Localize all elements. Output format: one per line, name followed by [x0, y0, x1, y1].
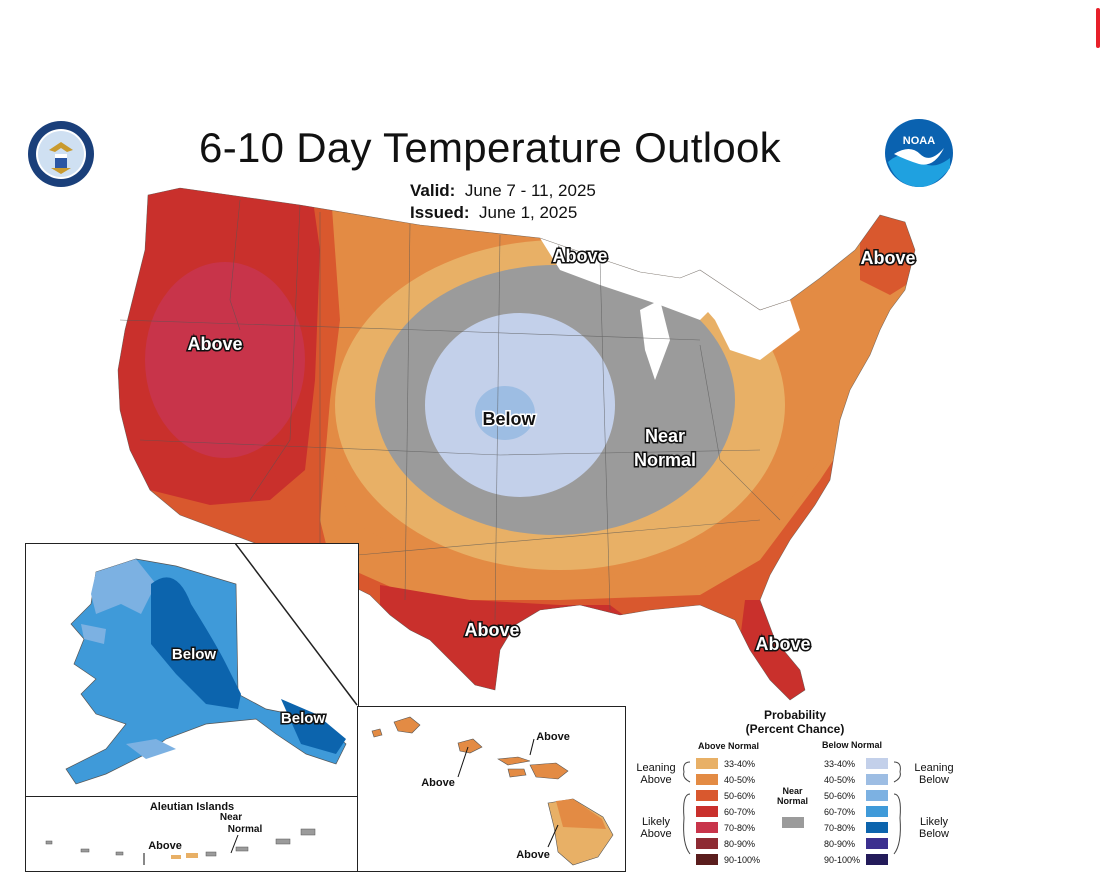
below-label-1: 40-50% — [824, 775, 856, 785]
valid-value: June 7 - 11, 2025 — [464, 181, 596, 200]
below-label-5: 80-90% — [824, 839, 856, 849]
legend-leaning-above-2: Above — [640, 774, 672, 786]
legend-above-braces — [683, 761, 691, 855]
hawaii-map: Above Above Above — [371, 716, 614, 866]
legend-near-normal: Near Normal — [770, 786, 815, 806]
alaska-inset: Below Below — [25, 543, 359, 798]
below-swatch-1 — [866, 774, 888, 785]
red-annotation-mark — [1096, 8, 1100, 48]
above-swatch-6 — [696, 854, 718, 865]
below-swatch-4 — [866, 822, 888, 833]
aleutian-map: Aleutian Islands Near Normal Above — [45, 801, 316, 865]
issued-label: Issued: — [410, 203, 470, 222]
legend-likely-below-1: Likely — [919, 816, 949, 828]
noaa-logo-icon: NOAA — [885, 119, 953, 188]
legend-leaning-below-2: Below — [919, 774, 949, 786]
below-label-6: 90-100% — [824, 855, 861, 865]
legend-leaning-above: Leaning Above — [632, 762, 680, 786]
legend-leaning-below-1: Leaning — [914, 762, 954, 774]
above-label-6: 90-100% — [724, 855, 761, 865]
legend-below-braces — [893, 761, 901, 855]
label-northeast-above: Above — [860, 248, 915, 268]
legend-likely-above-2: Above — [640, 828, 672, 840]
hawaii-inset: Above Above Above — [357, 706, 626, 872]
legend-above-header: Above Normal — [698, 741, 760, 751]
legend-below-header: Below Normal — [822, 740, 883, 750]
legend-title-2: (Percent Chance) — [745, 722, 845, 736]
legend-likely-below: Likely Below — [910, 816, 958, 840]
legend-likely-below-2: Below — [919, 828, 949, 840]
hawaii-label-1: Above — [536, 731, 570, 743]
below-swatch-5 — [866, 838, 888, 849]
commerce-seal-icon — [28, 121, 94, 187]
legend-near-2: Normal — [776, 796, 808, 806]
above-label-5: 80-90% — [724, 839, 756, 849]
below-swatch-6 — [866, 854, 888, 865]
above-swatch-0 — [696, 758, 718, 769]
label-texas-above: Above — [464, 620, 519, 640]
aleutian-near-1: Near — [220, 812, 242, 823]
aleutian-title: Aleutian Islands — [150, 801, 234, 813]
noaa-text: NOAA — [903, 135, 935, 147]
label-near-normal-2: Normal — [634, 450, 696, 470]
below-swatch-2 — [866, 790, 888, 801]
hawaii-label-2: Above — [421, 777, 455, 789]
issued-date: Issued: June 1, 2025 — [410, 203, 577, 223]
aleutian-near-2: Normal — [228, 824, 263, 835]
above-label-3: 60-70% — [724, 807, 756, 817]
above-swatch-5 — [696, 838, 718, 849]
legend-title-1: Probability — [763, 708, 826, 722]
above-swatch-1 — [696, 774, 718, 785]
label-near-normal-1: Near — [645, 426, 685, 446]
label-se-alaska-below: Below — [281, 710, 326, 727]
below-label-4: 70-80% — [824, 823, 856, 833]
valid-dates: Valid: June 7 - 11, 2025 — [410, 181, 596, 201]
aleutian-inset: Aleutian Islands Near Normal Above — [25, 796, 359, 872]
aleutian-above: Above — [148, 840, 182, 852]
above-label-4: 70-80% — [724, 823, 756, 833]
below-swatch-3 — [866, 806, 888, 817]
label-plains-below: Below — [482, 409, 536, 429]
below-label-2: 50-60% — [824, 791, 856, 801]
legend-near-normal-swatch — [782, 817, 804, 828]
alaska-inset-diagonal — [235, 543, 358, 706]
above-label-2: 50-60% — [724, 791, 756, 801]
legend-near-1: Near — [782, 786, 803, 796]
below-swatch-0 — [866, 758, 888, 769]
legend: Probability (Percent Chance) Above Norma… — [630, 706, 960, 874]
above-swatch-2 — [696, 790, 718, 801]
label-great-lakes-above: Above — [552, 246, 607, 266]
below-label-0: 33-40% — [824, 759, 856, 769]
above-swatch-3 — [696, 806, 718, 817]
legend-likely-above-1: Likely — [641, 816, 671, 828]
above-swatch-4 — [696, 822, 718, 833]
above-label-0: 33-40% — [724, 759, 756, 769]
above-label-1: 40-50% — [724, 775, 756, 785]
label-west-above: Above — [187, 334, 242, 354]
label-florida-above: Above — [755, 634, 810, 654]
below-label-3: 60-70% — [824, 807, 856, 817]
label-alaska-below: Below — [172, 646, 217, 663]
legend-leaning-above-1: Leaning — [636, 762, 676, 774]
valid-label: Valid: — [410, 181, 456, 200]
legend-leaning-below: Leaning Below — [910, 762, 958, 786]
page-title: 6-10 Day Temperature Outlook — [199, 124, 781, 171]
issued-value: June 1, 2025 — [478, 203, 578, 222]
legend-likely-above: Likely Above — [632, 816, 680, 840]
hawaii-label-3: Above — [516, 849, 550, 861]
alaska-map: Below Below — [26, 544, 358, 797]
